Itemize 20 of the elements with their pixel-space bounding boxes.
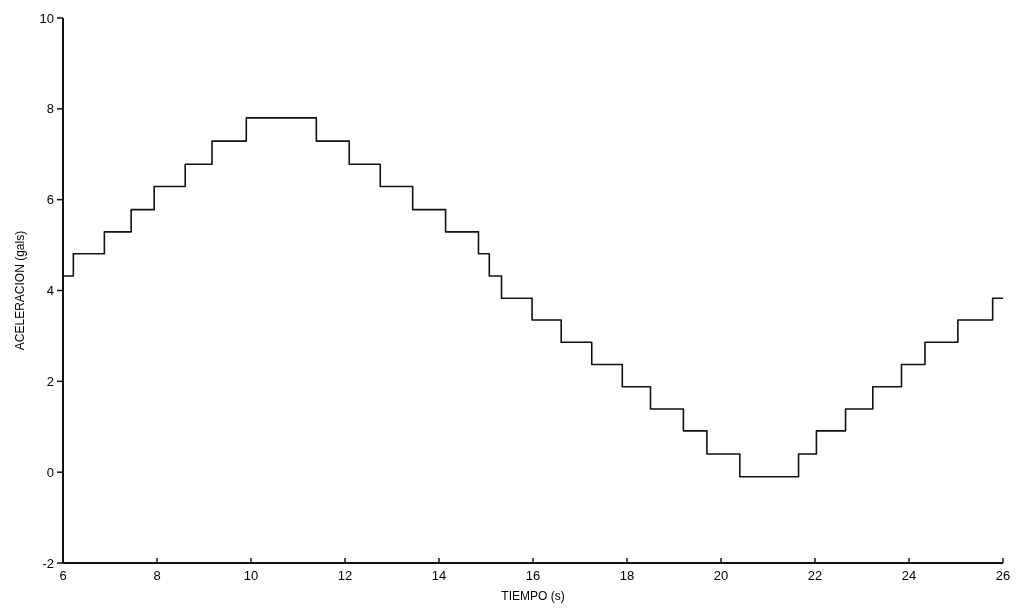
x-tick-label: 16 — [525, 568, 541, 583]
y-tick-label: 4 — [46, 283, 54, 299]
x-axis-title: TIEMPO (s) — [501, 589, 565, 603]
x-tick-label: 12 — [337, 568, 353, 583]
y-tick-label: 6 — [46, 192, 54, 208]
y-tick-label: 8 — [46, 101, 54, 117]
x-tick-label: 24 — [901, 568, 917, 583]
y-tick-label: 2 — [46, 373, 54, 389]
x-tick-label: 22 — [807, 568, 823, 583]
y-tick-label: 0 — [46, 464, 54, 480]
y-tick-label: -2 — [42, 555, 54, 571]
x-tick-label: 18 — [619, 568, 635, 583]
x-tick-label: 20 — [713, 568, 729, 583]
x-tick-label: 6 — [59, 568, 67, 583]
x-tick-label: 10 — [243, 568, 259, 583]
y-axis-title: ACELERACION (gals) — [13, 230, 27, 351]
x-tick-label: 26 — [995, 568, 1011, 583]
x-tick-label: 8 — [153, 568, 161, 583]
x-tick-label: 14 — [431, 568, 447, 583]
y-tick-label: 10 — [39, 10, 54, 26]
